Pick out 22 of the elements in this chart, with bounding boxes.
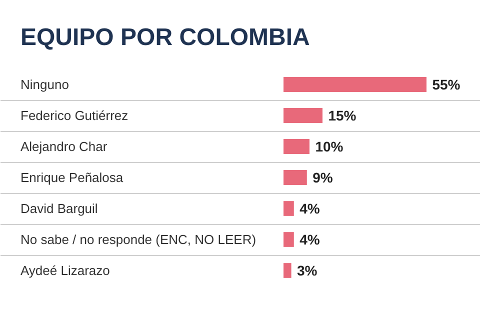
data-label: 4%	[300, 232, 320, 248]
y-tick-label: Aydeé Lizarazo	[20, 263, 110, 278]
bar	[284, 108, 322, 123]
bar	[284, 201, 294, 216]
data-label: 9%	[312, 170, 334, 186]
y-tick-label: Alejandro Char	[20, 139, 108, 154]
bar	[284, 139, 310, 154]
bar	[284, 263, 292, 278]
chart-title: EQUIPO POR COLOMBIA	[20, 24, 310, 51]
data-label: 10%	[315, 138, 344, 154]
y-tick-label: Enrique Peñalosa	[20, 170, 124, 185]
bar	[284, 77, 426, 92]
y-tick-label: No sabe / no responde (ENC, NO LEER)	[20, 232, 256, 247]
data-label: 4%	[300, 200, 320, 216]
bar	[284, 170, 307, 185]
y-tick-label: David Barguil	[20, 201, 98, 216]
y-tick-label: Ninguno	[20, 77, 69, 92]
data-label: 15%	[328, 108, 357, 124]
data-label: 55%	[432, 76, 461, 92]
bar	[284, 232, 294, 247]
y-tick-label: Federico Gutiérrez	[20, 108, 128, 123]
data-label: 3%	[297, 262, 318, 278]
